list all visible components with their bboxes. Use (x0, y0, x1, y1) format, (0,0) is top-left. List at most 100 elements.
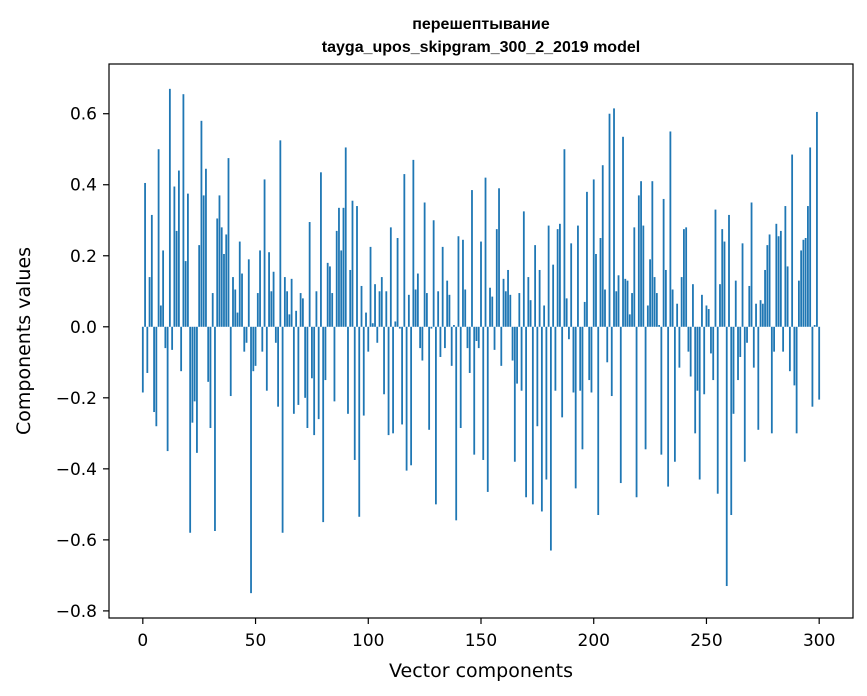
bar-95 (356, 206, 358, 327)
bar-2 (146, 326, 149, 373)
x-tick-label: 150 (465, 631, 497, 651)
plot-frame (108, 63, 854, 619)
bar-124 (421, 326, 424, 361)
bar-300 (818, 326, 821, 400)
bar-155 (491, 296, 494, 327)
bar-84 (331, 293, 334, 327)
bar-45 (243, 326, 246, 352)
bar-125 (423, 202, 426, 327)
bar-228 (655, 293, 658, 327)
bar-74 (308, 222, 311, 327)
bar-20 (187, 193, 189, 327)
y-axis-ticks: −0.8 −0.6 −0.4 −0.2 0.0 0.2 0.4 0.6 (56, 105, 109, 622)
x-tick-label: 200 (578, 631, 610, 651)
bar-225 (649, 259, 651, 327)
bar-47 (247, 259, 250, 327)
bar-250 (705, 305, 708, 327)
bar-110 (389, 227, 392, 327)
bar-147 (473, 326, 476, 455)
bar-36 (223, 253, 225, 327)
x-axis-label: Vector components (389, 660, 573, 682)
bar-4 (150, 214, 153, 327)
bar-111 (392, 326, 394, 434)
bar-49 (252, 326, 255, 372)
bar-287 (788, 326, 791, 372)
bar-244 (692, 284, 694, 327)
bar-70 (299, 293, 302, 327)
bar-189 (568, 326, 570, 340)
bar-78 (317, 326, 320, 420)
bar-139 (455, 326, 458, 521)
bar-3 (148, 277, 151, 327)
y-tick-label: −0.4 (56, 460, 97, 480)
bar-231 (662, 198, 665, 327)
y-axis-label: Components values (13, 247, 35, 435)
y-tick-label: 0.2 (70, 247, 97, 267)
bar-253 (712, 326, 715, 381)
y-tick-label: −0.6 (56, 531, 97, 551)
bar-173 (531, 326, 534, 505)
bar-183 (554, 326, 557, 391)
bar-5 (153, 326, 155, 413)
bar-171 (527, 277, 530, 327)
bar-54 (263, 179, 266, 327)
bar-215 (626, 280, 629, 327)
bar-25 (198, 245, 201, 327)
bar-251 (707, 309, 710, 327)
bars-group (141, 88, 821, 594)
bar-232 (664, 269, 667, 327)
bar-286 (786, 266, 789, 327)
bar-30 (209, 326, 212, 428)
bar-17 (180, 326, 183, 372)
bar-73 (306, 326, 309, 428)
bar-11 (166, 326, 169, 452)
bar-263 (734, 280, 737, 327)
bar-99 (365, 312, 367, 327)
bar-55 (265, 326, 268, 391)
bar-238 (678, 326, 681, 368)
bar-50 (254, 326, 257, 366)
bar-209 (613, 108, 615, 327)
bar-185 (559, 223, 561, 327)
bar-77 (315, 291, 318, 327)
bar-158 (498, 188, 500, 327)
bar-86 (335, 230, 338, 327)
bar-28 (205, 168, 207, 327)
bar-193 (577, 225, 579, 327)
bar-170 (525, 326, 527, 498)
bar-242 (687, 326, 690, 352)
bar-205 (604, 289, 606, 327)
bar-96 (358, 326, 361, 517)
bar-119 (410, 326, 413, 466)
bar-168 (520, 326, 523, 391)
bar-239 (680, 277, 683, 327)
bar-164 (511, 326, 514, 361)
bar-8 (159, 305, 162, 327)
bar-81 (324, 326, 327, 381)
bar-214 (624, 278, 627, 327)
bar-133 (441, 246, 444, 327)
y-tick-label: −0.2 (56, 389, 97, 409)
bar-167 (518, 293, 521, 327)
bar-217 (631, 293, 633, 327)
bar-106 (380, 277, 383, 327)
bar-276 (764, 269, 766, 327)
bar-83 (329, 266, 331, 327)
bar-19 (184, 261, 187, 327)
bar-22 (191, 326, 194, 423)
y-tick-label: −0.8 (56, 602, 97, 622)
bar-236 (673, 326, 676, 462)
bar-97 (360, 285, 363, 327)
bar-58 (272, 271, 275, 327)
bar-277 (766, 245, 769, 327)
bar-38 (227, 158, 230, 327)
bar-298 (813, 325, 816, 327)
bar-32 (214, 326, 216, 531)
bar-172 (529, 300, 532, 327)
bar-35 (220, 227, 223, 327)
bar-187 (563, 149, 566, 327)
bar-247 (698, 326, 701, 480)
bar-192 (574, 326, 577, 489)
bar-169 (522, 211, 525, 327)
